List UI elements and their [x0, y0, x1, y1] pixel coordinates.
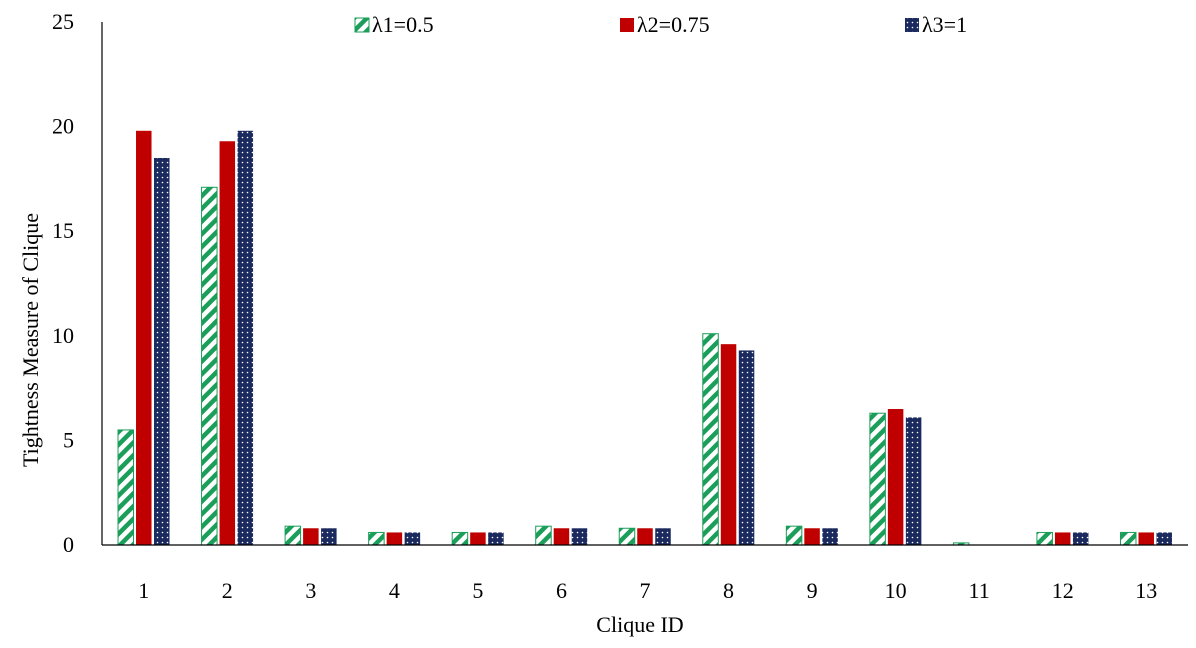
bar-series-3-clique-8 [738, 350, 755, 545]
bar-series-2-clique-3 [303, 528, 319, 545]
x-tick-label: 13 [1135, 578, 1157, 603]
bar-series-1-clique-5 [451, 531, 469, 546]
x-tick-label: 10 [885, 578, 907, 603]
bar-series-3-clique-9 [822, 528, 838, 545]
bar-series-2-clique-9 [804, 528, 820, 545]
y-tick-label: 25 [52, 9, 74, 34]
legend-swatch-2 [620, 18, 634, 32]
x-tick-label: 2 [222, 578, 233, 603]
bar-series-2-clique-12 [1054, 532, 1071, 545]
bar-series-1-clique-12 [1036, 531, 1053, 546]
bar-series-1-clique-2 [201, 186, 218, 546]
x-axis-title: Clique ID [596, 612, 683, 637]
bar-series-2-clique-4 [386, 532, 403, 545]
bar-series-3-clique-6 [571, 528, 588, 545]
bar-series-1-clique-6 [535, 525, 552, 546]
x-tick-label: 9 [807, 578, 818, 603]
bar-series-2-clique-8 [720, 344, 737, 545]
bar-series-3-clique-3 [321, 528, 337, 545]
bar-series-3-clique-7 [655, 528, 671, 545]
bar-series-2-clique-5 [470, 532, 486, 545]
bars [117, 130, 1172, 546]
bar-series-1-clique-10 [869, 412, 886, 546]
bar-series-2-clique-10 [887, 409, 904, 545]
legend-swatch-1 [354, 17, 370, 33]
bar-series-1-clique-13 [1119, 531, 1137, 546]
y-tick-label: 15 [52, 218, 74, 243]
bar-series-3-clique-13 [1156, 532, 1172, 545]
bar-series-2-clique-1 [136, 130, 152, 545]
bar-series-2-clique-7 [637, 528, 653, 545]
bar-series-2-clique-13 [1138, 532, 1154, 545]
bar-series-1-clique-8 [702, 333, 719, 546]
y-axis-title: Tightness Measure of Clique [18, 213, 43, 467]
x-tick-label: 3 [305, 578, 316, 603]
bar-series-3-clique-2 [237, 130, 254, 545]
legend-label-1: λ1=0.5 [372, 12, 434, 37]
y-tick-label: 5 [63, 427, 74, 452]
legend-label-3: λ3=1 [922, 12, 967, 37]
x-tick-label: 5 [472, 578, 483, 603]
legend: λ1=0.5 λ2=0.75 λ3=1 [354, 12, 967, 37]
legend-swatch-3 [905, 18, 919, 32]
bar-series-3-clique-1 [154, 157, 170, 546]
x-tick-label: 8 [723, 578, 734, 603]
x-tick-label: 1 [138, 578, 149, 603]
x-tick-label: 11 [969, 578, 990, 603]
y-axis-ticks: 0 5 10 15 20 25 [52, 9, 74, 557]
legend-label-2: λ2=0.75 [637, 12, 710, 37]
bar-series-3-clique-12 [1072, 532, 1089, 545]
y-tick-label: 20 [52, 114, 74, 139]
bar-series-2-clique-6 [553, 528, 570, 545]
y-tick-label: 0 [63, 532, 74, 557]
bar-series-1-clique-9 [785, 525, 803, 546]
bar-series-2-clique-2 [219, 141, 236, 545]
x-tick-label: 6 [556, 578, 567, 603]
bar-series-3-clique-5 [488, 532, 504, 545]
x-axis-ticks: 1 2 3 4 5 6 7 8 9 10 11 12 13 [138, 578, 1157, 603]
bar-series-1-clique-1 [117, 429, 135, 546]
x-tick-label: 12 [1052, 578, 1074, 603]
bar-series-1-clique-3 [284, 525, 302, 546]
bar-series-3-clique-10 [905, 417, 922, 545]
bar-series-1-clique-4 [368, 531, 385, 546]
x-tick-label: 7 [640, 578, 651, 603]
bar-series-1-clique-7 [618, 527, 636, 546]
x-tick-label: 4 [389, 578, 400, 603]
bar-series-3-clique-4 [404, 532, 421, 545]
y-tick-label: 10 [52, 323, 74, 348]
